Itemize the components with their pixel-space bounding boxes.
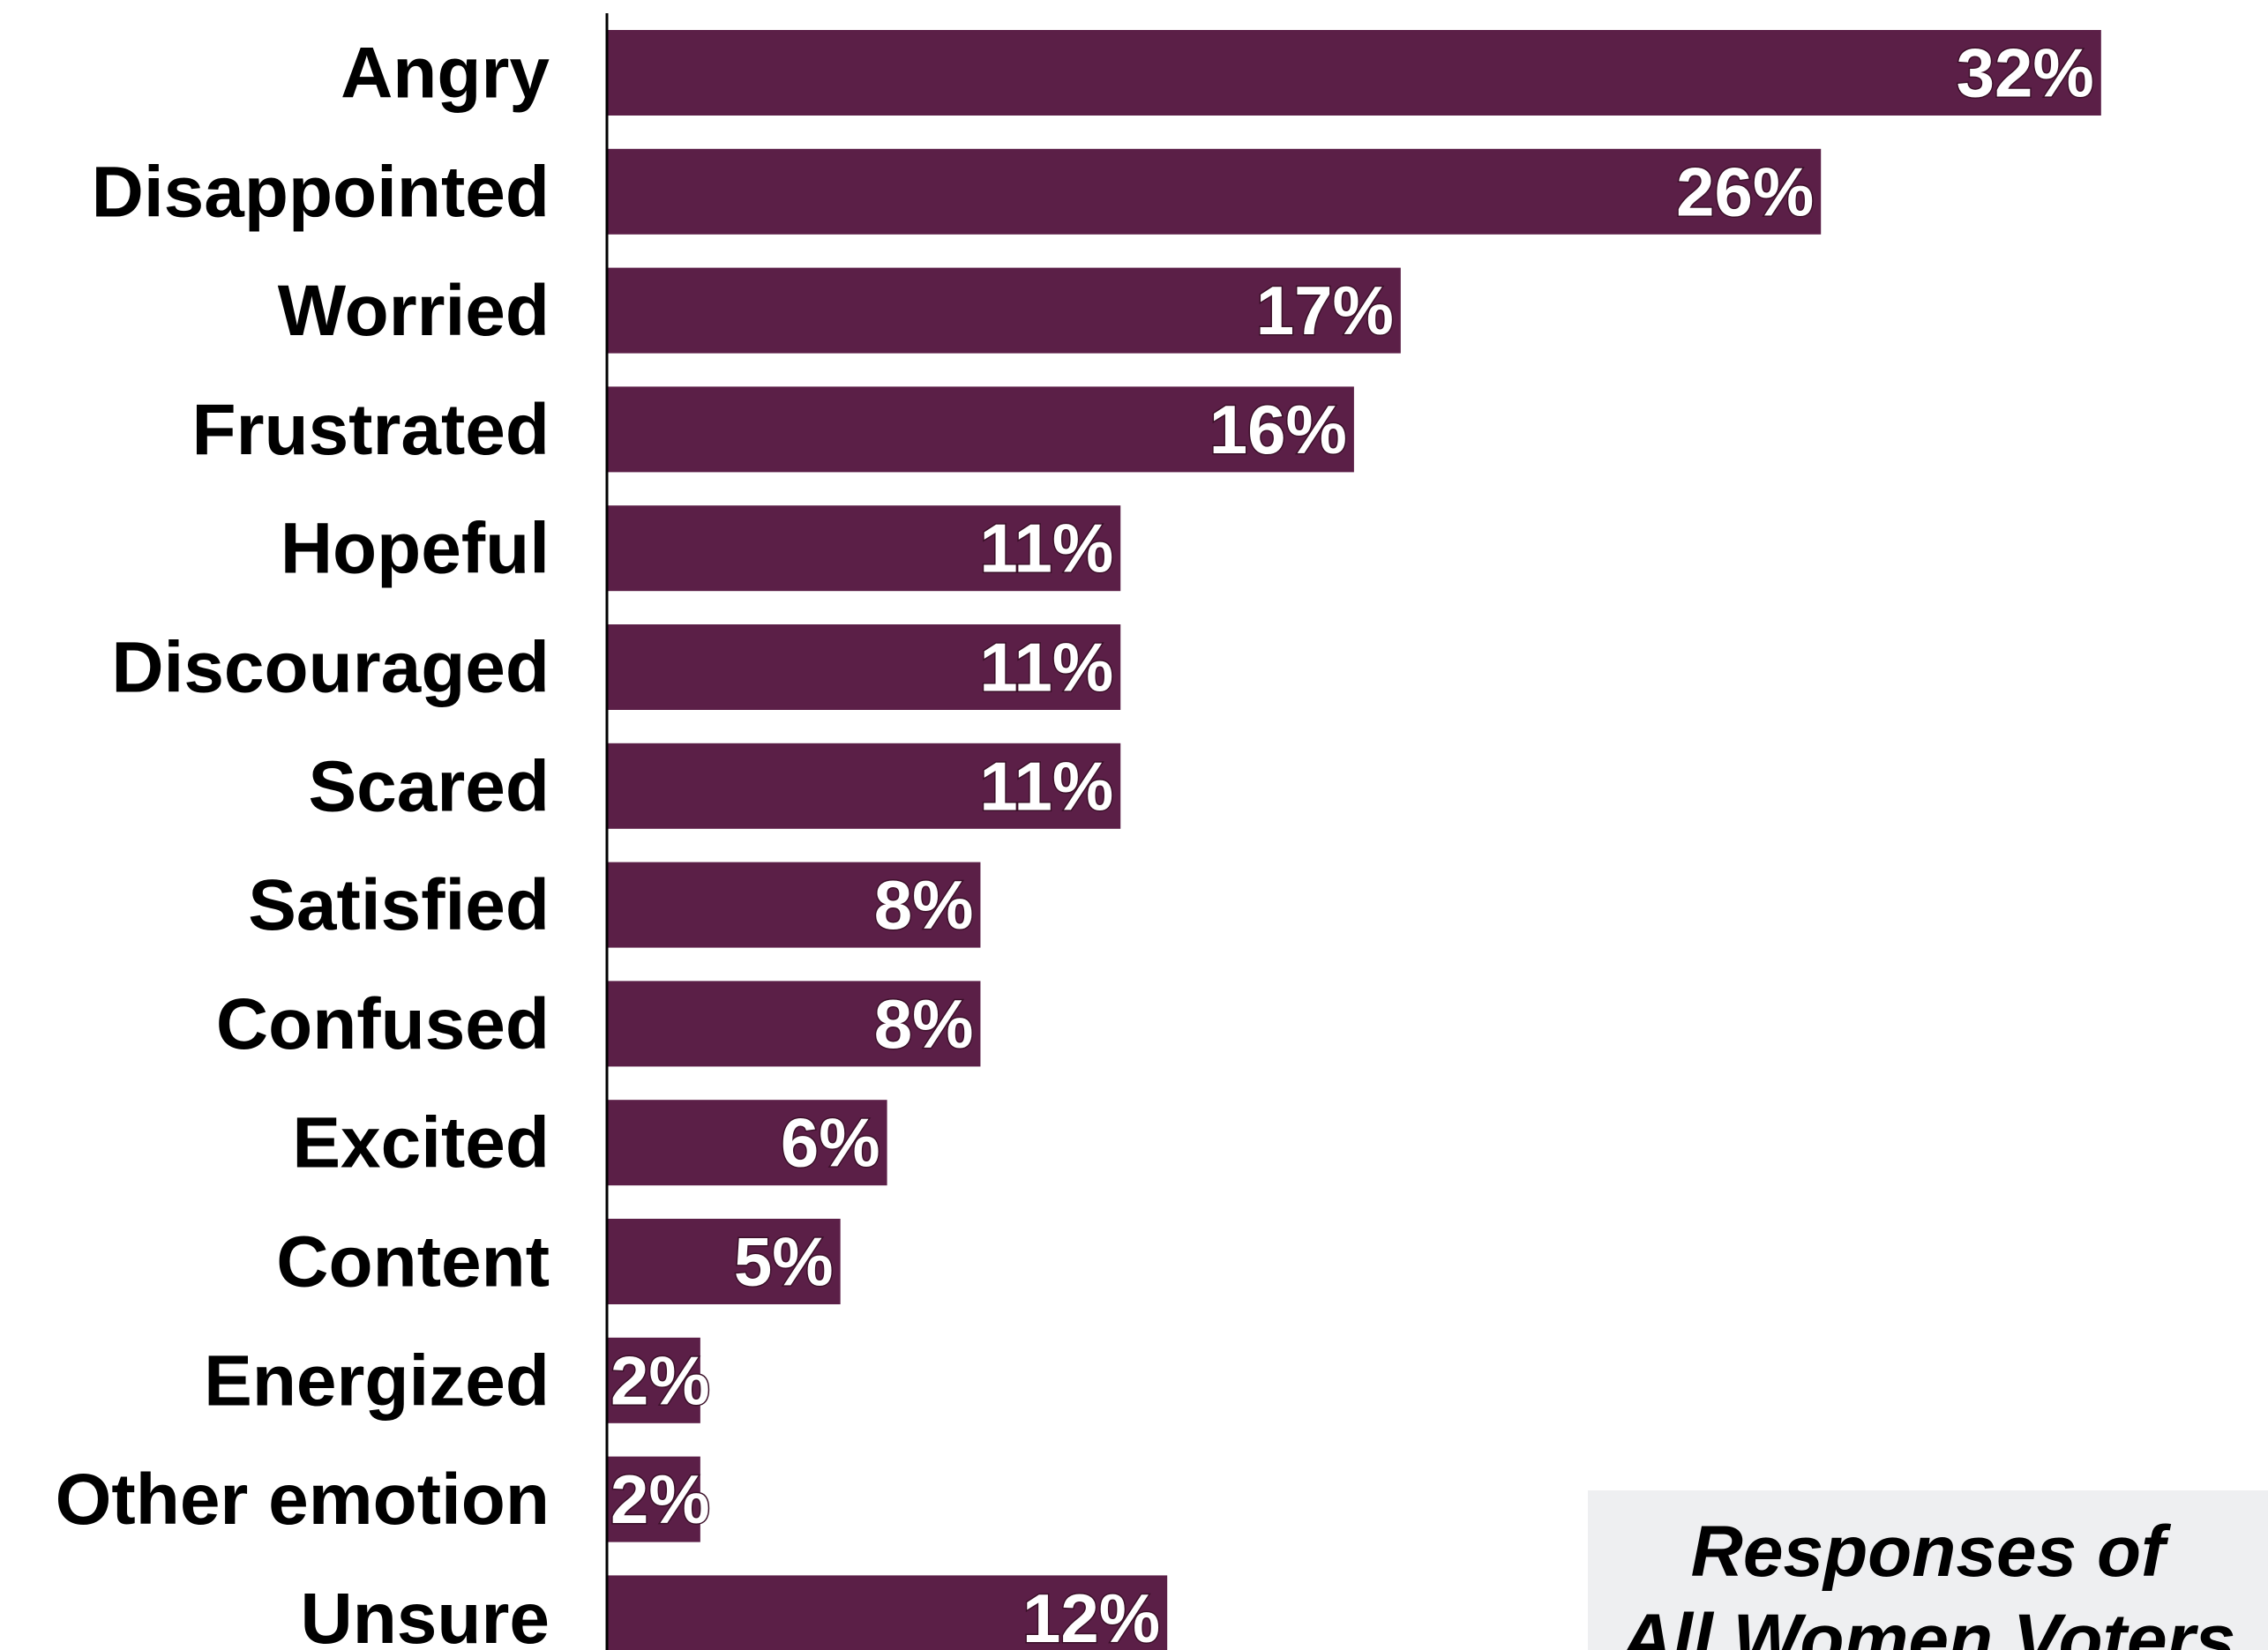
bar-frustrated — [607, 386, 1354, 473]
legend-line-2: All Women Voters — [1620, 1600, 2236, 1650]
bar-angry — [607, 30, 2101, 116]
value-label-unsure: 12% — [1022, 1579, 1160, 1650]
bars-layer: Angry 32% Disappointed 26% Worried 17% Frustra… — [56, 30, 2101, 1650]
value-label-frustrated: 16% — [1209, 391, 1347, 468]
category-label-discouraged: Discouraged — [111, 628, 550, 708]
legend-box: Responses of All Women Voters — [1588, 1490, 2268, 1650]
legend-line-1: Responses of — [1690, 1512, 2166, 1592]
category-label-angry: Angry — [341, 34, 550, 114]
category-label-worried: Worried — [278, 271, 550, 351]
value-label-scared: 11% — [979, 747, 1113, 825]
category-label-excited: Excited — [292, 1103, 550, 1183]
category-label-satisfied: Satisfied — [248, 865, 550, 945]
category-label-scared: Scared — [308, 746, 550, 826]
bar-satisfied — [607, 862, 981, 948]
value-label-other-emotion: 2% — [610, 1460, 710, 1538]
bar-discouraged — [607, 624, 1121, 710]
bar-unsure — [607, 1575, 1168, 1650]
bar-energized — [607, 1337, 700, 1423]
category-label-unsure: Unsure — [300, 1579, 550, 1650]
category-label-other-emotion: Other emotion — [56, 1460, 550, 1540]
category-label-disappointed: Disappointed — [92, 152, 550, 232]
bar-disappointed — [607, 148, 1822, 235]
value-label-excited: 6% — [781, 1104, 880, 1182]
category-label-energized: Energized — [204, 1340, 550, 1421]
value-label-confused: 8% — [874, 985, 974, 1063]
value-label-content: 5% — [734, 1223, 834, 1301]
bar-worried — [607, 267, 1401, 354]
bar-other-emotion — [607, 1456, 700, 1542]
category-label-content: Content — [276, 1222, 550, 1303]
category-label-confused: Confused — [216, 984, 550, 1064]
category-label-frustrated: Frustrated — [191, 390, 550, 470]
bar-hopeful — [607, 505, 1121, 592]
bar-excited — [607, 1100, 887, 1186]
value-label-discouraged: 11% — [979, 629, 1113, 706]
value-label-energized: 2% — [610, 1341, 710, 1419]
bar-scared — [607, 743, 1121, 829]
value-label-disappointed: 26% — [1676, 153, 1814, 230]
value-label-worried: 17% — [1256, 272, 1394, 349]
bar-content — [607, 1219, 841, 1304]
category-label-hopeful: Hopeful — [281, 509, 550, 589]
bar-confused — [607, 981, 981, 1067]
value-label-angry: 32% — [1957, 34, 2094, 112]
value-label-satisfied: 8% — [874, 866, 974, 944]
value-label-hopeful: 11% — [979, 510, 1113, 587]
